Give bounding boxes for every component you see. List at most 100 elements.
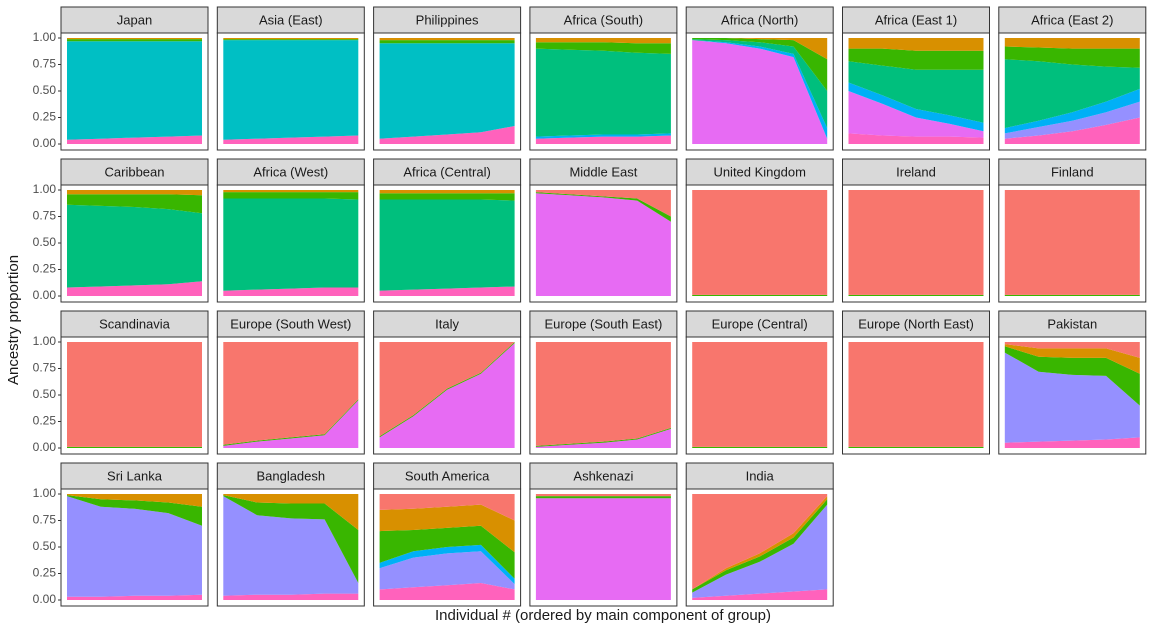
area xyxy=(379,190,515,194)
area xyxy=(848,48,984,70)
area xyxy=(67,496,202,597)
strip-background xyxy=(60,158,209,186)
area xyxy=(535,496,671,499)
y-tick-label: 0.75 xyxy=(33,57,57,71)
strip-background xyxy=(60,6,209,34)
area xyxy=(535,494,671,497)
strip-title: Africa (East 2) xyxy=(1031,12,1113,27)
y-tick-label: 0.00 xyxy=(33,592,57,606)
panel-border xyxy=(842,32,990,151)
panel-border xyxy=(216,336,365,455)
area xyxy=(67,281,202,296)
area xyxy=(535,192,671,222)
area xyxy=(379,343,515,448)
area xyxy=(379,544,515,585)
area xyxy=(692,294,828,296)
area xyxy=(1004,352,1140,443)
area xyxy=(67,39,202,42)
area xyxy=(692,190,828,295)
area xyxy=(67,41,202,140)
strip-title: Middle East xyxy=(569,164,637,179)
panel-border xyxy=(373,32,522,151)
panel-border xyxy=(529,184,678,303)
area xyxy=(379,342,515,438)
area xyxy=(1004,59,1140,129)
y-tick-label: 0.25 xyxy=(33,566,57,580)
strip-title: Europe (South East) xyxy=(545,316,663,331)
area xyxy=(223,495,359,583)
panel-border xyxy=(998,184,1147,303)
area xyxy=(848,38,984,51)
area xyxy=(223,287,359,296)
area xyxy=(223,593,359,600)
strip-background xyxy=(529,310,678,338)
area xyxy=(848,82,984,132)
panel-border xyxy=(998,336,1147,455)
area xyxy=(535,48,671,137)
y-tick-label: 0.50 xyxy=(33,83,57,97)
area xyxy=(692,38,828,60)
area xyxy=(1004,344,1140,374)
area xyxy=(848,91,984,138)
area xyxy=(379,126,515,144)
area xyxy=(67,342,202,447)
y-tick-label: 1.00 xyxy=(33,30,57,44)
area xyxy=(848,294,984,296)
strip-title: Asia (East) xyxy=(259,12,323,27)
area xyxy=(692,40,828,144)
area xyxy=(1004,346,1140,406)
strip-title: Africa (East 1) xyxy=(875,12,957,27)
strip-background xyxy=(373,158,522,186)
strip-title: South America xyxy=(405,468,490,483)
area xyxy=(848,446,984,448)
area xyxy=(379,38,515,41)
area xyxy=(1004,294,1140,296)
strip-title: Caribbean xyxy=(105,164,165,179)
area xyxy=(1004,437,1140,448)
x-axis-title: Individual # (ordered by main component … xyxy=(435,607,771,624)
strip-background xyxy=(998,158,1147,186)
area xyxy=(692,446,828,448)
strip-background xyxy=(529,158,678,186)
area xyxy=(379,525,515,579)
area xyxy=(1004,101,1140,139)
panel-border xyxy=(216,184,365,303)
area xyxy=(379,551,515,590)
panel-border xyxy=(373,336,522,455)
area xyxy=(535,193,671,296)
strip-background xyxy=(216,6,365,34)
strip-title: Pakistan xyxy=(1047,316,1097,331)
panel-border xyxy=(842,336,990,455)
strip-title: Bangladesh xyxy=(256,468,325,483)
y-tick-label: 0.25 xyxy=(33,110,57,124)
strip-background xyxy=(216,462,365,490)
strip-background xyxy=(373,462,522,490)
area xyxy=(692,494,828,590)
y-tick-label: 0.75 xyxy=(33,513,57,527)
y-tick-label: 0.50 xyxy=(33,539,57,553)
y-axis-title: Ancestry proportion xyxy=(5,255,22,385)
area xyxy=(692,504,828,598)
panel-border xyxy=(685,488,834,607)
y-tick-label: 0.50 xyxy=(33,387,57,401)
area xyxy=(535,133,671,139)
panel-border xyxy=(216,488,365,607)
area xyxy=(67,190,202,196)
area xyxy=(223,135,359,144)
y-tick-label: 0.00 xyxy=(33,440,57,454)
panel-border xyxy=(842,184,990,303)
strip-title: Italy xyxy=(435,316,459,331)
strip-title: Philippines xyxy=(416,12,479,27)
y-tick-label: 0.25 xyxy=(33,414,57,428)
panel-border xyxy=(373,184,522,303)
area xyxy=(848,133,984,144)
strip-background xyxy=(216,310,365,338)
strip-title: Ashkenazi xyxy=(573,468,633,483)
panel-border xyxy=(685,32,834,151)
strip-background xyxy=(60,310,209,338)
panel-border xyxy=(529,336,678,455)
panel-border xyxy=(529,488,678,607)
y-tick-label: 0.25 xyxy=(33,262,57,276)
area xyxy=(379,193,515,201)
